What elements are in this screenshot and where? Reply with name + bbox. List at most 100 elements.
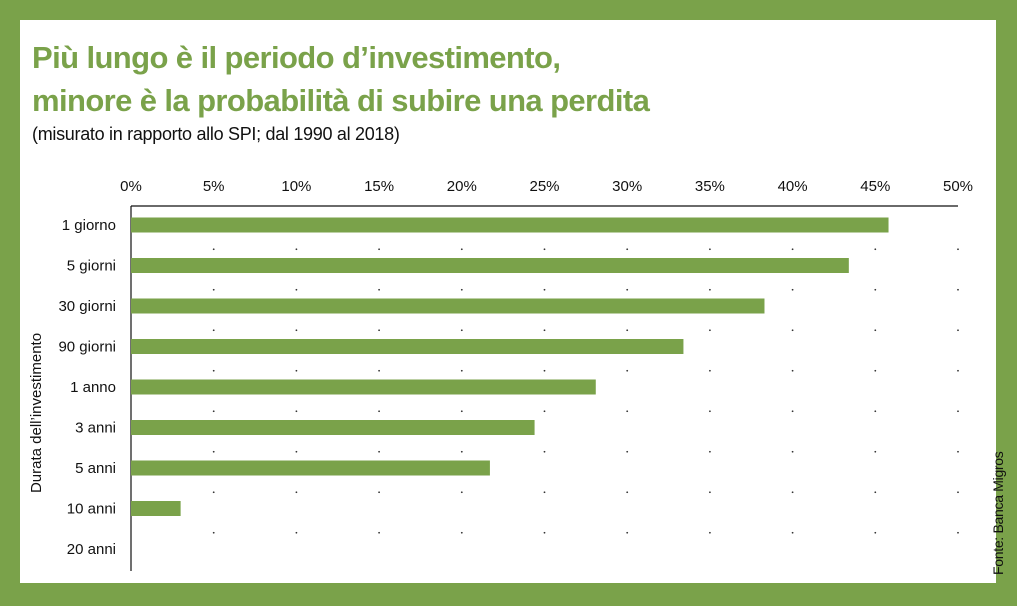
grid-dot [460, 491, 463, 494]
chart-frame: Più lungo è il periodo d’investimento, m… [20, 20, 996, 583]
grid-dot [626, 329, 629, 332]
x-tick-label: 15% [364, 178, 394, 195]
category-label: 1 anno [70, 379, 116, 396]
grid-dot [957, 531, 959, 534]
grid-dot [791, 531, 794, 534]
category-label: 1 giorno [62, 217, 116, 234]
grid-dot [460, 329, 463, 332]
grid-dot [543, 531, 546, 534]
grid-dot [543, 369, 546, 372]
bar [131, 379, 596, 395]
category-label: 20 anni [67, 541, 116, 558]
grid-dot [709, 288, 711, 291]
x-tick-label: 30% [612, 178, 642, 195]
grid-dot [543, 491, 546, 494]
grid-dot [378, 410, 380, 413]
grid-dot [295, 491, 298, 494]
grid-dot [378, 248, 380, 251]
x-tick-label: 45% [860, 178, 890, 195]
grid-dot [626, 248, 629, 251]
category-label: 5 anni [75, 460, 116, 477]
grid-dot [791, 248, 794, 251]
grid-dot [626, 288, 629, 291]
bar [131, 460, 490, 476]
grid-dot [460, 450, 463, 453]
x-tick-label: 0% [120, 178, 142, 195]
x-tick-label: 50% [943, 178, 973, 195]
grid-dot [957, 329, 959, 332]
grid-dot [543, 329, 546, 332]
x-tick-label: 40% [778, 178, 808, 195]
bar [131, 298, 765, 314]
bar [131, 420, 535, 435]
grid-dot [378, 491, 380, 494]
chart-subtitle: (misurato in rapporto allo SPI; dal 1990… [32, 124, 400, 144]
grid-dot [791, 491, 794, 494]
grid-dot [378, 531, 380, 534]
category-label: 3 anni [75, 420, 116, 437]
bar [131, 258, 849, 273]
grid-dot [874, 410, 877, 413]
category-label: 10 anni [67, 501, 116, 518]
grid-dot [543, 410, 546, 413]
x-tick-label: 5% [203, 178, 225, 195]
category-label: 30 giorni [58, 298, 116, 315]
grid-dot [957, 410, 959, 413]
grid-dot [957, 491, 959, 494]
bar-chart: 0% 5% 10% 15% 20% 25% 30% 35% 40% 45% 50% 1 giorno 5… [28, 178, 973, 571]
x-tick-label: 35% [695, 178, 725, 195]
grid-dot [378, 288, 380, 291]
grid-dot [295, 369, 298, 372]
grid-dot [460, 410, 463, 413]
grid-dot [543, 248, 546, 251]
grid-dot [212, 410, 215, 413]
grid-dot [212, 329, 215, 332]
grid-dot [874, 369, 877, 372]
grid-dot [543, 288, 546, 291]
grid-dot [460, 531, 463, 534]
grid-dot [874, 329, 877, 332]
grid-dot [543, 450, 546, 453]
grid-dot [378, 329, 380, 332]
grid-dot [791, 450, 794, 453]
grid-dot [295, 248, 298, 251]
grid-dot [709, 410, 711, 413]
title-line-1: Più lungo è il periodo d’investimento, [32, 40, 561, 75]
grid-dot [626, 369, 629, 372]
grid-dot [460, 248, 463, 251]
grid-dot [874, 491, 877, 494]
chart-title: Più lungo è il periodo d’investimento, m… [32, 36, 650, 122]
grid-dot [212, 369, 215, 372]
grid-dot [460, 369, 463, 372]
grid-dot [791, 288, 794, 291]
grid-dot [626, 531, 629, 534]
grid-dot [295, 288, 298, 291]
grid-dot [460, 288, 463, 291]
grid-dot [957, 288, 959, 291]
grid-dot [212, 248, 215, 251]
grid-dot [957, 369, 959, 372]
grid-dot [212, 288, 215, 291]
grid-dot [709, 491, 711, 494]
grid-dot [874, 531, 877, 534]
source-note: Fonte: Banca Migros [990, 451, 1006, 575]
x-tick-label: 20% [447, 178, 477, 195]
grid-dot [874, 450, 877, 453]
category-label: 90 giorni [58, 339, 116, 356]
x-tick-label: 25% [529, 178, 559, 195]
grid-dot [626, 450, 629, 453]
grid-dot [957, 248, 959, 251]
grid-dot [874, 248, 877, 251]
grid-dot [874, 288, 877, 291]
grid-dot [212, 491, 215, 494]
category-label: 5 giorni [67, 258, 116, 275]
grid-dot [378, 369, 380, 372]
grid-dot [709, 248, 711, 251]
grid-dot [957, 450, 959, 453]
grid-dot [709, 369, 711, 372]
grid-dot [791, 329, 794, 332]
grid-dot [709, 329, 711, 332]
title-line-2: minore è la probabilità di subire una pe… [32, 83, 650, 118]
grid-dot [212, 531, 215, 534]
grid-dot [791, 410, 794, 413]
